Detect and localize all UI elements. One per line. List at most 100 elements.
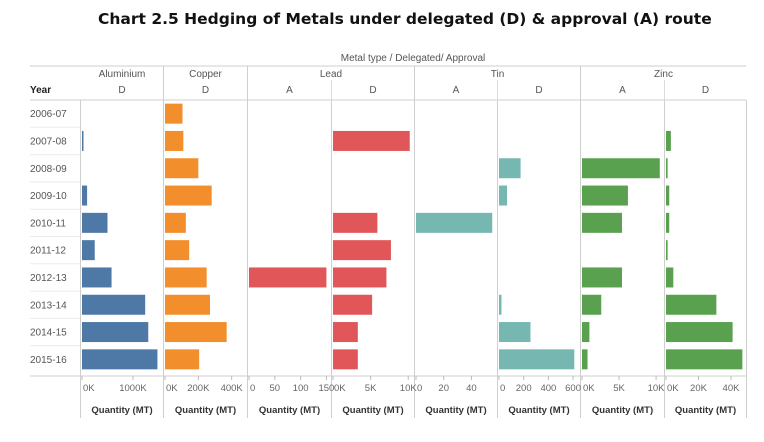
- x-axis-label: Quantity (MT): [508, 405, 569, 416]
- bar-tin-d-2013-14: [499, 294, 502, 315]
- bar-lead-d-2007-08: [333, 130, 410, 151]
- tick-label: 150: [318, 383, 334, 394]
- bar-zinc-d-2009-10: [666, 185, 670, 206]
- bar-aluminium-d-2012-13: [82, 267, 112, 288]
- tick-label: 100: [293, 383, 309, 394]
- tick-label: 0K: [583, 383, 595, 394]
- year-label: 2014-15: [30, 328, 67, 339]
- bar-zinc-d-2014-15: [666, 322, 733, 343]
- bar-aluminium-d-2009-10: [82, 185, 88, 206]
- bar-lead-d-2010-11: [333, 212, 378, 233]
- route-header-copper-d: D: [202, 85, 209, 96]
- tick-label: 5K: [365, 383, 377, 394]
- bar-lead-a-2012-13: [249, 267, 327, 288]
- tick-label: 1000K: [119, 383, 147, 394]
- year-label: 2012-13: [30, 273, 67, 284]
- route-header-tin-a: A: [453, 85, 460, 96]
- header-title: Metal type / Delegated/ Approval: [341, 53, 486, 64]
- bar-zinc-a-2008-09: [582, 158, 660, 179]
- bar-zinc-a-2012-13: [582, 267, 622, 288]
- tick-label: 0K: [166, 383, 178, 394]
- bar-zinc-d-2012-13: [666, 267, 674, 288]
- route-header-lead-a: A: [286, 85, 293, 96]
- tick-label: 10K: [400, 383, 418, 394]
- bar-tin-d-2015-16: [499, 349, 575, 370]
- x-axis-label: Quantity (MT): [592, 405, 653, 416]
- x-axis-label: Quantity (MT): [425, 405, 486, 416]
- bar-zinc-a-2014-15: [582, 322, 590, 343]
- tick-label: 0: [500, 383, 505, 394]
- bar-zinc-a-2015-16: [582, 349, 588, 370]
- row-header: Year: [30, 85, 51, 96]
- bar-zinc-a-2009-10: [582, 185, 628, 206]
- route-header-zinc-a: A: [619, 85, 626, 96]
- metal-header-copper: Copper: [189, 69, 222, 80]
- bar-aluminium-d-2007-08: [82, 130, 84, 151]
- x-axis-label: Quantity (MT): [175, 405, 236, 416]
- bar-lead-d-2011-12: [333, 240, 391, 261]
- route-header-tin-d: D: [535, 85, 542, 96]
- tick-label: 200K: [187, 383, 210, 394]
- year-label: 2008-09: [30, 164, 67, 175]
- bar-copper-d-2006-07: [165, 103, 183, 124]
- tick-label: 600: [565, 383, 581, 394]
- year-label: 2015-16: [30, 355, 67, 366]
- metal-header-aluminium: Aluminium: [99, 69, 146, 80]
- bar-copper-d-2015-16: [165, 349, 200, 370]
- bar-aluminium-d-2015-16: [82, 349, 158, 370]
- bar-tin-d-2009-10: [499, 185, 508, 206]
- year-label: 2010-11: [30, 218, 66, 229]
- route-header-aluminium-d: D: [118, 85, 125, 96]
- tick-label: 0: [417, 383, 422, 394]
- bar-copper-d-2007-08: [165, 130, 184, 151]
- bar-lead-d-2014-15: [333, 322, 358, 343]
- bar-lead-d-2012-13: [333, 267, 387, 288]
- bar-aluminium-d-2013-14: [82, 294, 146, 315]
- metal-header-lead: Lead: [320, 69, 342, 80]
- year-label: 2007-08: [30, 136, 67, 147]
- tick-label: 0K: [334, 383, 346, 394]
- bar-zinc-a-2013-14: [582, 294, 602, 315]
- tick-label: 0K: [667, 383, 679, 394]
- bar-aluminium-d-2011-12: [82, 240, 95, 261]
- year-label: 2011-12: [30, 246, 66, 257]
- year-label: 2009-10: [30, 191, 67, 202]
- metal-header-tin: Tin: [491, 69, 505, 80]
- chart-title: Chart 2.5 Hedging of Metals under delega…: [98, 10, 712, 28]
- bar-tin-d-2014-15: [499, 322, 531, 343]
- bar-zinc-d-2007-08: [666, 130, 671, 151]
- bar-zinc-d-2011-12: [666, 240, 668, 261]
- bar-aluminium-d-2014-15: [82, 322, 149, 343]
- bar-copper-d-2011-12: [165, 240, 190, 261]
- tick-label: 0: [250, 383, 255, 394]
- tick-label: 400: [540, 383, 556, 394]
- bar-tin-d-2008-09: [499, 158, 521, 179]
- bar-copper-d-2014-15: [165, 322, 227, 343]
- bar-copper-d-2008-09: [165, 158, 199, 179]
- bar-zinc-d-2013-14: [666, 294, 717, 315]
- bar-tin-a-2010-11: [416, 212, 493, 233]
- tick-label: 0K: [83, 383, 95, 394]
- tick-label: 20K: [690, 383, 708, 394]
- bar-lead-d-2015-16: [333, 349, 358, 370]
- bar-lead-d-2013-14: [333, 294, 373, 315]
- bar-zinc-a-2010-11: [582, 212, 622, 233]
- tick-label: 40K: [723, 383, 741, 394]
- bar-zinc-d-2015-16: [666, 349, 743, 370]
- x-axis-label: Quantity (MT): [342, 405, 403, 416]
- bar-aluminium-d-2010-11: [82, 212, 108, 233]
- bar-copper-d-2010-11: [165, 212, 186, 233]
- tick-label: 200: [516, 383, 532, 394]
- bar-zinc-d-2010-11: [666, 212, 670, 233]
- route-header-zinc-d: D: [702, 85, 709, 96]
- year-label: 2006-07: [30, 109, 67, 120]
- tick-label: 20: [438, 383, 449, 394]
- tick-label: 5K: [613, 383, 625, 394]
- bar-copper-d-2009-10: [165, 185, 212, 206]
- route-header-lead-d: D: [369, 85, 376, 96]
- tick-label: 10K: [648, 383, 666, 394]
- x-axis-label: Quantity (MT): [675, 405, 736, 416]
- x-axis-label: Quantity (MT): [259, 405, 320, 416]
- bar-copper-d-2012-13: [165, 267, 207, 288]
